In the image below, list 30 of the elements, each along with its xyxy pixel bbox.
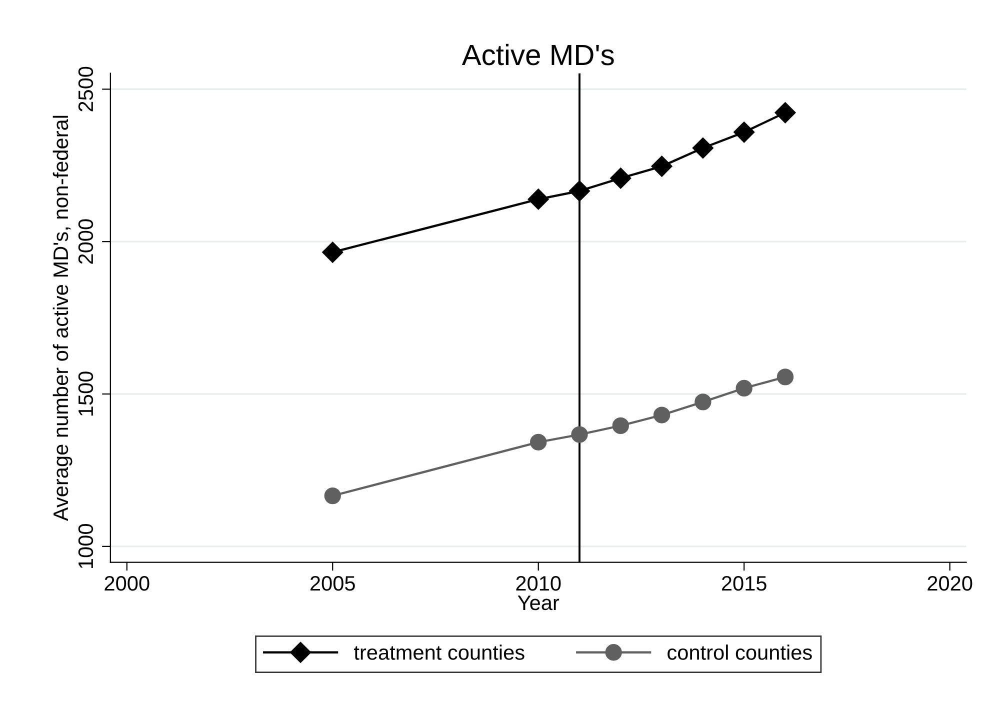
point [736,380,752,397]
y-axis-title: Average number of active MD's, non-federal [52,116,72,522]
point [571,426,588,443]
x-axis-title: Year [518,596,560,610]
point [610,168,632,189]
x-tick-label: 2020 [928,576,972,591]
x-tick-label: 2015 [722,576,766,591]
x-tick-label: 2010 [516,576,561,591]
point [324,487,341,504]
point [692,138,714,159]
y-tick-label: 2500 [78,66,94,112]
legend-label: control counties [668,644,812,660]
point [653,406,670,424]
point [734,122,755,143]
chart-title: Active MD's [462,44,614,66]
y-tick-label: 2000 [78,219,94,264]
point [612,417,629,434]
point [528,188,549,210]
point [651,156,672,177]
y-tick-label: 1500 [78,372,94,416]
point [694,394,712,410]
x-tick-label: 2005 [310,576,355,591]
point [322,242,344,263]
y-tick-label: 1000 [78,524,94,568]
point [530,434,547,450]
point [774,102,796,124]
point [568,180,590,202]
legend-label: treatment counties [354,644,524,660]
x-tick-label: 2000 [104,576,150,591]
point [776,368,794,386]
